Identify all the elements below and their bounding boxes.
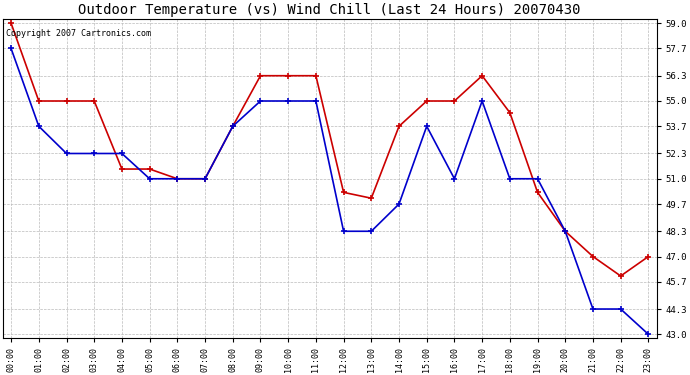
Text: Copyright 2007 Cartronics.com: Copyright 2007 Cartronics.com [6, 29, 151, 38]
Title: Outdoor Temperature (vs) Wind Chill (Last 24 Hours) 20070430: Outdoor Temperature (vs) Wind Chill (Las… [79, 3, 581, 17]
